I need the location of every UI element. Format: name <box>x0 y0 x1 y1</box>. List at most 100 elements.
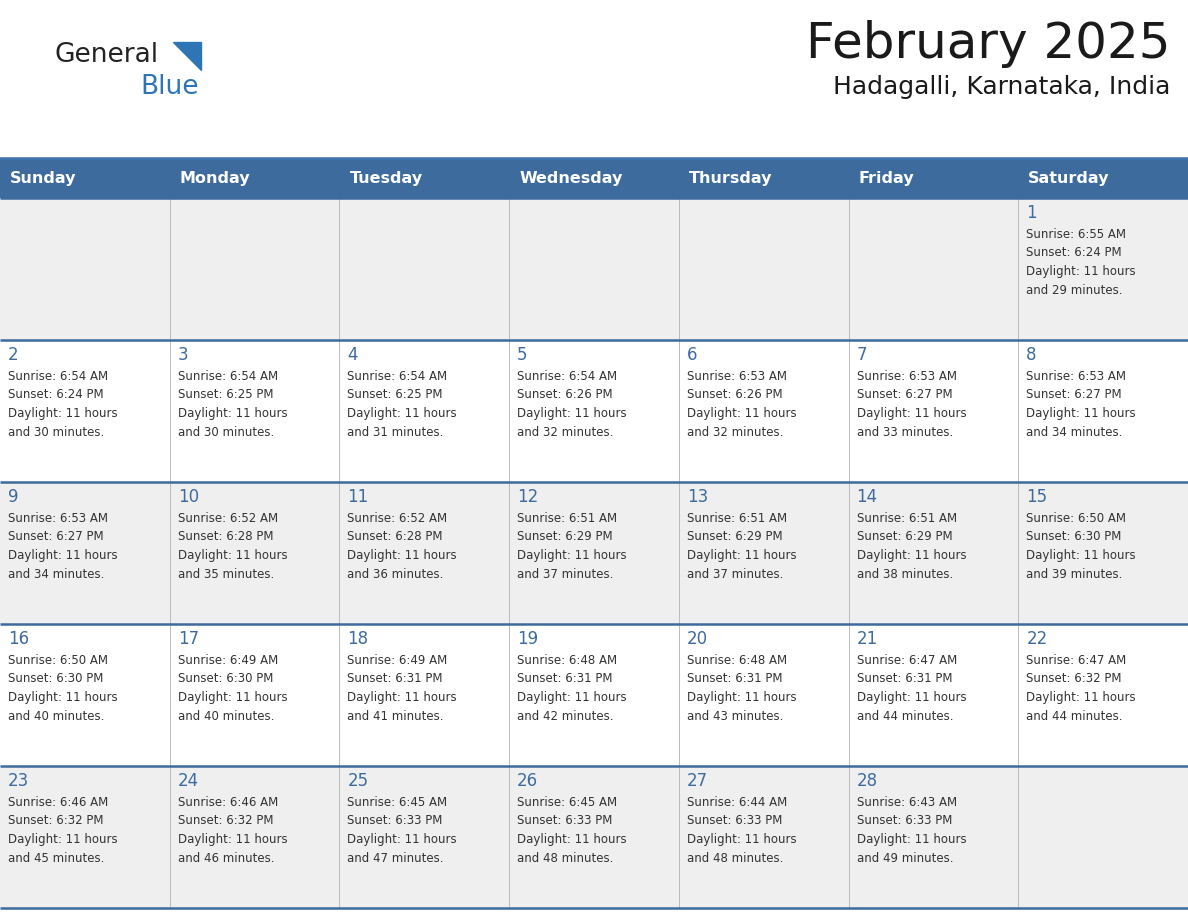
Polygon shape <box>173 42 201 70</box>
Text: 20: 20 <box>687 630 708 648</box>
Text: Sunrise: 6:46 AM: Sunrise: 6:46 AM <box>8 796 108 809</box>
Text: and 33 minutes.: and 33 minutes. <box>857 426 953 439</box>
Bar <box>1018 160 1188 198</box>
Text: Sunset: 6:32 PM: Sunset: 6:32 PM <box>8 814 103 827</box>
Text: Saturday: Saturday <box>1029 172 1110 186</box>
Bar <box>0 340 1188 482</box>
Text: Wednesday: Wednesday <box>519 172 623 186</box>
Text: Monday: Monday <box>179 172 251 186</box>
Bar <box>848 160 1018 198</box>
Text: Sunset: 6:28 PM: Sunset: 6:28 PM <box>178 531 273 543</box>
Text: 5: 5 <box>517 346 527 364</box>
Text: and 40 minutes.: and 40 minutes. <box>8 710 105 722</box>
Text: 18: 18 <box>347 630 368 648</box>
Text: 23: 23 <box>8 772 30 790</box>
Text: Sunrise: 6:54 AM: Sunrise: 6:54 AM <box>8 370 108 383</box>
Text: and 41 minutes.: and 41 minutes. <box>347 710 444 722</box>
Text: 12: 12 <box>517 488 538 506</box>
Text: Daylight: 11 hours: Daylight: 11 hours <box>857 549 966 562</box>
Text: and 32 minutes.: and 32 minutes. <box>687 426 783 439</box>
Text: and 47 minutes.: and 47 minutes. <box>347 852 444 865</box>
Text: 19: 19 <box>517 630 538 648</box>
Text: Sunset: 6:31 PM: Sunset: 6:31 PM <box>347 673 443 686</box>
Text: Sunrise: 6:45 AM: Sunrise: 6:45 AM <box>347 796 448 809</box>
Text: Sunset: 6:31 PM: Sunset: 6:31 PM <box>857 673 952 686</box>
Text: and 37 minutes.: and 37 minutes. <box>687 567 783 580</box>
Text: February 2025: February 2025 <box>805 20 1170 68</box>
Text: and 44 minutes.: and 44 minutes. <box>1026 710 1123 722</box>
Text: Sunrise: 6:46 AM: Sunrise: 6:46 AM <box>178 796 278 809</box>
Text: Sunrise: 6:55 AM: Sunrise: 6:55 AM <box>1026 228 1126 241</box>
Text: General: General <box>55 42 159 68</box>
Text: Daylight: 11 hours: Daylight: 11 hours <box>178 691 287 704</box>
Text: 15: 15 <box>1026 488 1048 506</box>
Text: Daylight: 11 hours: Daylight: 11 hours <box>517 691 627 704</box>
Text: and 44 minutes.: and 44 minutes. <box>857 710 953 722</box>
Text: Daylight: 11 hours: Daylight: 11 hours <box>347 549 457 562</box>
Text: Sunset: 6:29 PM: Sunset: 6:29 PM <box>687 531 783 543</box>
Text: 10: 10 <box>178 488 198 506</box>
Text: Sunset: 6:28 PM: Sunset: 6:28 PM <box>347 531 443 543</box>
Text: Daylight: 11 hours: Daylight: 11 hours <box>1026 549 1136 562</box>
Text: Sunrise: 6:54 AM: Sunrise: 6:54 AM <box>517 370 618 383</box>
Text: and 37 minutes.: and 37 minutes. <box>517 567 613 580</box>
Text: 2: 2 <box>8 346 19 364</box>
Text: Sunset: 6:27 PM: Sunset: 6:27 PM <box>1026 388 1121 401</box>
Text: Sunrise: 6:51 AM: Sunrise: 6:51 AM <box>857 512 956 525</box>
Text: Sunset: 6:26 PM: Sunset: 6:26 PM <box>517 388 613 401</box>
Text: Sunset: 6:25 PM: Sunset: 6:25 PM <box>347 388 443 401</box>
Text: Daylight: 11 hours: Daylight: 11 hours <box>517 407 627 420</box>
Text: Sunrise: 6:53 AM: Sunrise: 6:53 AM <box>8 512 108 525</box>
Text: 6: 6 <box>687 346 697 364</box>
Text: 24: 24 <box>178 772 198 790</box>
Text: Sunrise: 6:53 AM: Sunrise: 6:53 AM <box>1026 370 1126 383</box>
Text: Daylight: 11 hours: Daylight: 11 hours <box>857 407 966 420</box>
Text: 8: 8 <box>1026 346 1037 364</box>
Text: Daylight: 11 hours: Daylight: 11 hours <box>517 549 627 562</box>
Text: Daylight: 11 hours: Daylight: 11 hours <box>687 691 796 704</box>
Text: and 42 minutes.: and 42 minutes. <box>517 710 614 722</box>
Bar <box>340 160 510 198</box>
Text: Daylight: 11 hours: Daylight: 11 hours <box>687 407 796 420</box>
Text: 1: 1 <box>1026 204 1037 222</box>
Text: Daylight: 11 hours: Daylight: 11 hours <box>347 407 457 420</box>
Text: and 39 minutes.: and 39 minutes. <box>1026 567 1123 580</box>
Text: 26: 26 <box>517 772 538 790</box>
Text: Daylight: 11 hours: Daylight: 11 hours <box>178 407 287 420</box>
Text: Sunrise: 6:45 AM: Sunrise: 6:45 AM <box>517 796 618 809</box>
Text: Daylight: 11 hours: Daylight: 11 hours <box>1026 691 1136 704</box>
Text: Hadagalli, Karnataka, India: Hadagalli, Karnataka, India <box>833 75 1170 99</box>
Text: and 45 minutes.: and 45 minutes. <box>8 852 105 865</box>
Text: Daylight: 11 hours: Daylight: 11 hours <box>517 833 627 846</box>
Text: Sunrise: 6:51 AM: Sunrise: 6:51 AM <box>517 512 618 525</box>
Text: and 35 minutes.: and 35 minutes. <box>178 567 274 580</box>
Text: and 30 minutes.: and 30 minutes. <box>8 426 105 439</box>
Text: and 36 minutes.: and 36 minutes. <box>347 567 444 580</box>
Text: Sunrise: 6:48 AM: Sunrise: 6:48 AM <box>687 654 786 667</box>
Bar <box>170 160 340 198</box>
Bar <box>0 482 1188 624</box>
Text: Sunrise: 6:43 AM: Sunrise: 6:43 AM <box>857 796 956 809</box>
Text: and 46 minutes.: and 46 minutes. <box>178 852 274 865</box>
Text: and 34 minutes.: and 34 minutes. <box>8 567 105 580</box>
Text: and 48 minutes.: and 48 minutes. <box>517 852 613 865</box>
Bar <box>0 198 1188 340</box>
Text: Sunset: 6:32 PM: Sunset: 6:32 PM <box>178 814 273 827</box>
Text: and 34 minutes.: and 34 minutes. <box>1026 426 1123 439</box>
Text: Sunset: 6:33 PM: Sunset: 6:33 PM <box>687 814 782 827</box>
Bar <box>0 766 1188 908</box>
Text: Sunset: 6:31 PM: Sunset: 6:31 PM <box>687 673 783 686</box>
Text: 4: 4 <box>347 346 358 364</box>
Text: and 32 minutes.: and 32 minutes. <box>517 426 613 439</box>
Text: Sunrise: 6:44 AM: Sunrise: 6:44 AM <box>687 796 788 809</box>
Text: 13: 13 <box>687 488 708 506</box>
Bar <box>678 160 848 198</box>
Text: 22: 22 <box>1026 630 1048 648</box>
Text: 3: 3 <box>178 346 189 364</box>
Text: 14: 14 <box>857 488 878 506</box>
Bar <box>0 624 1188 766</box>
Text: and 48 minutes.: and 48 minutes. <box>687 852 783 865</box>
Text: Sunset: 6:30 PM: Sunset: 6:30 PM <box>178 673 273 686</box>
Text: Friday: Friday <box>859 172 915 186</box>
Text: Blue: Blue <box>140 74 198 100</box>
